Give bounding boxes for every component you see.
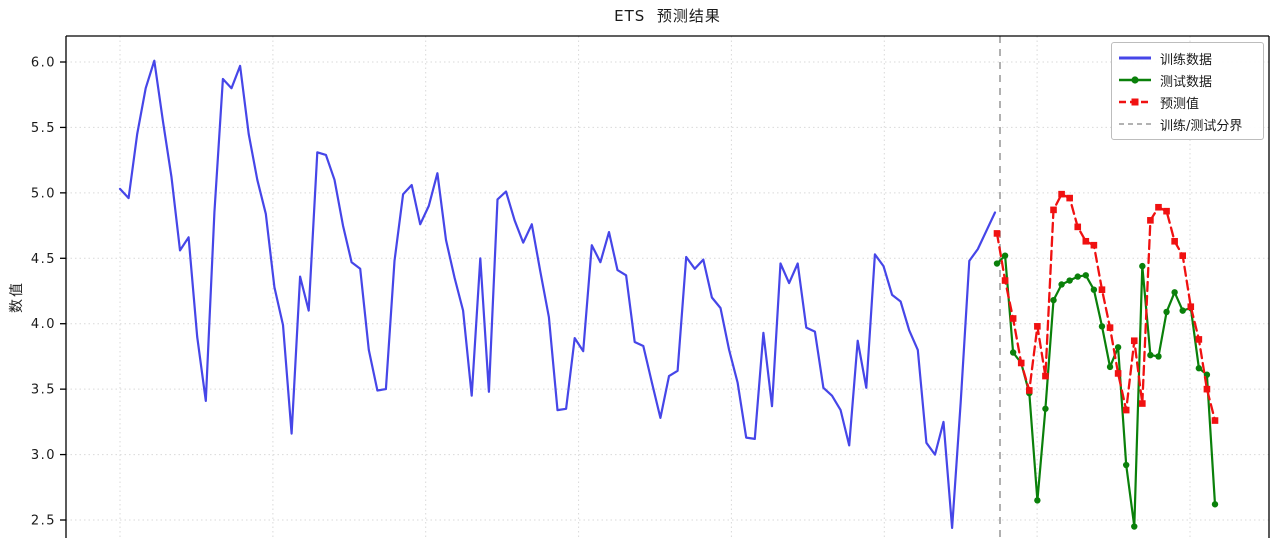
legend-label-split: 训练/测试分界 bbox=[1160, 118, 1243, 134]
legend-item-test: 测试数据 bbox=[1118, 69, 1257, 91]
test-series bbox=[993, 252, 1219, 530]
legend-item-train: 训练数据 bbox=[1118, 47, 1257, 69]
y-tick-label: 4.0 bbox=[31, 317, 56, 332]
legend-label-forecast: 预测值 bbox=[1160, 96, 1200, 112]
train-series bbox=[118, 59, 997, 530]
legend: 训练数据 测试数据 预测值 训练/测试分界 bbox=[1111, 42, 1264, 140]
legend-label-train: 训练数据 bbox=[1160, 52, 1213, 68]
split-line-swatch bbox=[1119, 123, 1151, 125]
y-tick-label: 6.0 bbox=[31, 56, 56, 71]
legend-item-split: 训练/测试分界 bbox=[1118, 113, 1257, 135]
forecast-series bbox=[993, 190, 1219, 424]
forecast-line-swatch bbox=[1119, 98, 1151, 106]
y-tick-label: 4.5 bbox=[31, 252, 56, 267]
y-tick-label: 5.0 bbox=[31, 186, 56, 201]
y-tick-label: 2.5 bbox=[31, 513, 56, 528]
y-tick-label: 3.0 bbox=[31, 448, 56, 463]
y-tick-label: 5.5 bbox=[31, 121, 56, 136]
legend-label-test: 测试数据 bbox=[1160, 74, 1213, 90]
legend-item-forecast: 预测值 bbox=[1118, 91, 1257, 113]
y-tick-label: 3.5 bbox=[31, 383, 56, 398]
train-line-swatch bbox=[1119, 56, 1151, 60]
y-axis-ticks: 6.0 5.5 5.0 4.5 4.0 3.5 3.0 2.5 bbox=[31, 56, 66, 528]
y-axis-label: 数值 bbox=[9, 281, 25, 313]
chart-title: ETS 预测结果 bbox=[614, 7, 721, 25]
test-line-swatch bbox=[1119, 76, 1151, 84]
